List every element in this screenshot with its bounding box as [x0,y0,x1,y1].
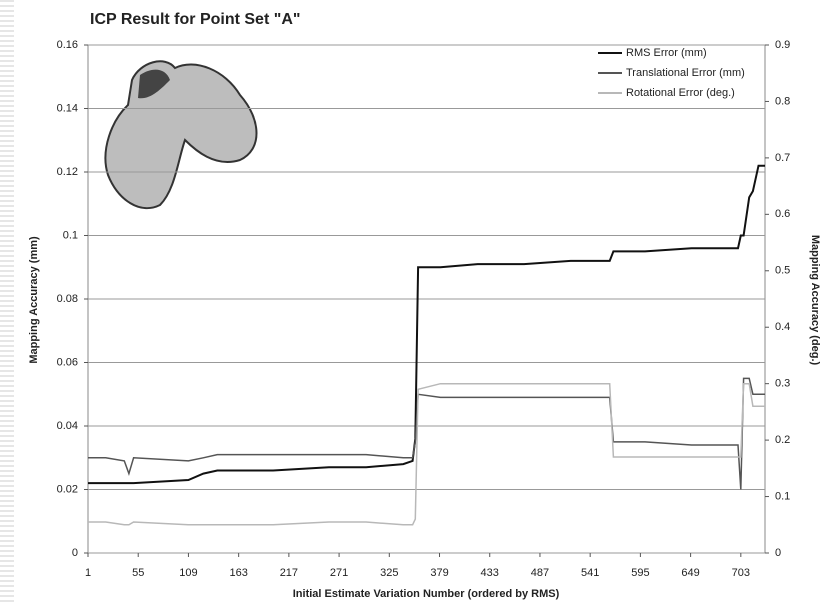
legend-label: Rotational Error (deg.) [626,87,735,99]
y-tick-label: 0.14 [57,102,78,114]
y2-tick-label: 0.2 [775,434,790,446]
x-tick-label: 217 [280,567,298,579]
x-tick-label: 55 [132,567,144,579]
chart: ICP Result for Point Set "A" Initial Est… [0,0,828,605]
y2-axis-label: Mapping Accuracy (deg.) [809,235,821,366]
x-tick-label: 487 [531,567,549,579]
y2-tick-label: 0.8 [775,95,790,107]
x-tick-label: 649 [681,567,699,579]
y-axis-label: Mapping Accuracy (mm) [28,236,40,364]
x-tick-label: 325 [380,567,398,579]
y-tick-label: 0.1 [63,229,78,241]
x-tick-label: 541 [581,567,599,579]
x-tick-label: 433 [481,567,499,579]
y2-tick-label: 0 [775,547,781,559]
y-tick-label: 0.06 [57,356,78,368]
x-tick-label: 109 [179,567,197,579]
margin-decoration [0,0,14,605]
legend-label: RMS Error (mm) [626,47,707,59]
y2-tick-label: 0.1 [775,490,790,502]
y-tick-label: 0.04 [57,420,78,432]
x-tick-label: 703 [732,567,750,579]
y2-tick-label: 0.5 [775,265,790,277]
y2-tick-label: 0.6 [775,208,790,220]
y2-tick-label: 0.9 [775,39,790,51]
x-axis-label: Initial Estimate Variation Number (order… [293,588,560,600]
y-tick-label: 0.12 [57,166,78,178]
y2-tick-label: 0.4 [775,321,790,333]
y-tick-label: 0.02 [57,483,78,495]
x-tick-label: 163 [229,567,247,579]
x-tick-label: 595 [631,567,649,579]
legend-label: Translational Error (mm) [626,67,745,79]
y2-tick-label: 0.7 [775,152,790,164]
x-tick-label: 1 [85,567,91,579]
y-tick-label: 0 [72,547,78,559]
x-tick-label: 271 [330,567,348,579]
y-tick-label: 0.16 [57,39,78,51]
y-tick-label: 0.08 [57,293,78,305]
x-tick-label: 379 [430,567,448,579]
y2-tick-label: 0.3 [775,378,790,390]
chart-title: ICP Result for Point Set "A" [90,11,300,28]
